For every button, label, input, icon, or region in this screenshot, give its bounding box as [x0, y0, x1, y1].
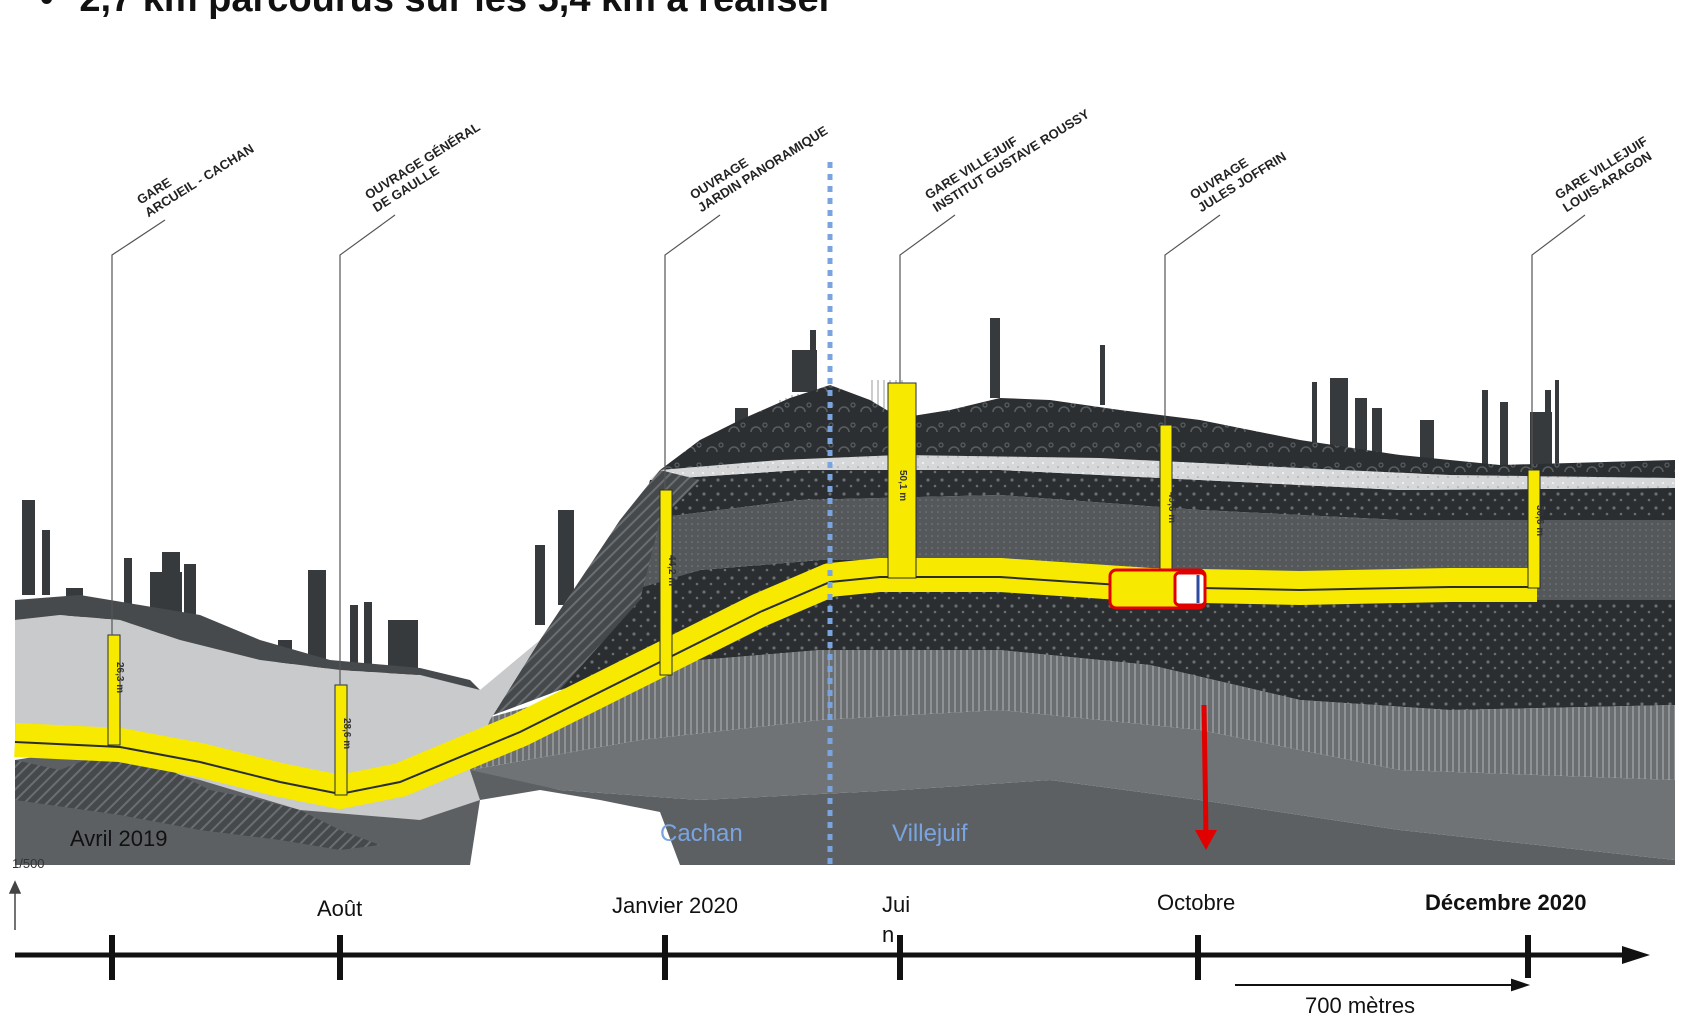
distance-arrow-icon — [1235, 978, 1531, 992]
depth-label: 28,6 m — [341, 718, 352, 750]
tbm-icon — [1108, 568, 1207, 610]
distance-label: 700 mètres — [1305, 993, 1416, 1018]
leader-lines — [111, 214, 1586, 685]
shafts — [107, 382, 1541, 796]
scale-label: 1/500 — [12, 856, 45, 871]
tunnel — [14, 558, 1537, 809]
layer-western-slope — [470, 470, 700, 770]
timeline-axis — [15, 935, 1650, 980]
red-arrow-icon — [1195, 704, 1217, 850]
layer-surface-west — [15, 595, 480, 690]
layer-striped-band — [470, 650, 1675, 780]
zone-label-cachan: Cachan — [660, 820, 743, 847]
progress-headline: • 2,7 km parcourus sur les 5,4 km à réali… — [40, 0, 833, 21]
date-label-decembre-2020: Décembre 2020 — [1425, 890, 1587, 915]
sky-white-overlay — [470, 790, 680, 865]
date-label-april-2019: Avril 2019 — [70, 826, 168, 851]
bullet-icon: • — [40, 0, 53, 20]
depth-label: 49,6 m — [1166, 492, 1177, 524]
date-label-octobre: Octobre — [1157, 890, 1236, 915]
depth-label: 44,2 m — [666, 555, 677, 587]
tunnel-axis — [14, 576, 1537, 796]
date-label-janvier-2020: Janvier 2020 — [612, 893, 738, 918]
date-label-aout: Août — [317, 896, 363, 921]
layer-dark-dots — [560, 560, 1675, 710]
depth-label: 50,1 m — [897, 470, 908, 502]
date-label-juin: Juin — [882, 892, 911, 947]
headline-text: 2,7 km parcourus sur les 5,4 km à réalis… — [79, 0, 833, 20]
layer-lower-grey — [470, 710, 1675, 860]
scale-arrow-icon — [8, 880, 22, 930]
depth-label: 30,6 m — [1534, 505, 1545, 537]
depth-label: 26,3 m — [114, 662, 125, 694]
zone-label-villejuif: Villejuif — [892, 820, 968, 847]
layer-cavity-dark — [15, 750, 380, 850]
